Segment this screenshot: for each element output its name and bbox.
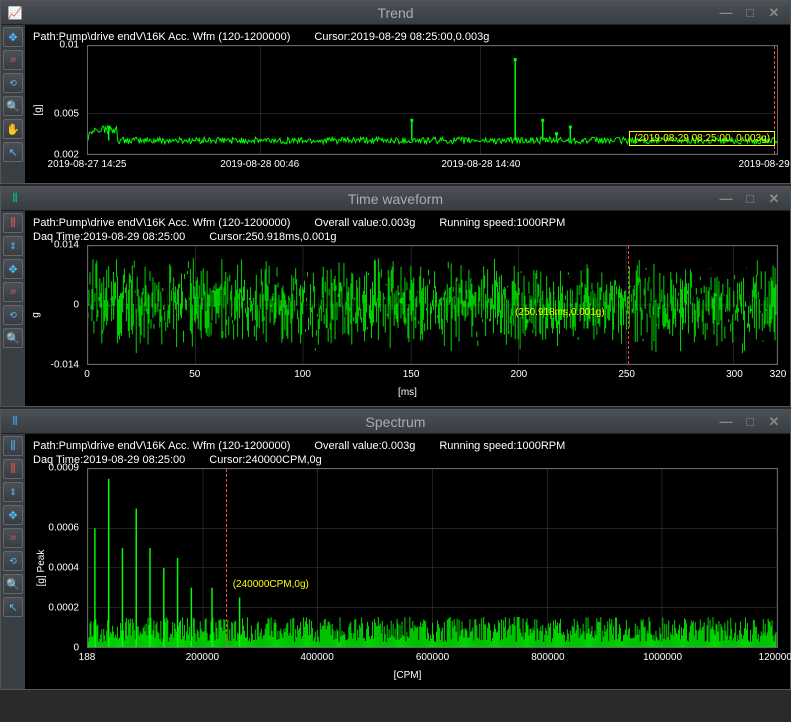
reset-tool[interactable]: ⟲ bbox=[3, 305, 23, 325]
spectrum-titlebar[interactable]: ⫴ Spectrum — □ ✕ bbox=[1, 410, 790, 434]
waveform-icon: ⫴ bbox=[5, 189, 25, 209]
waveform-path-text: Path:Pump\drive endV\16K Acc. Wfm (120-1… bbox=[33, 217, 290, 229]
pan-tool[interactable]: ✥ bbox=[3, 259, 23, 279]
spectrum-plot[interactable]: [g] Peak 0.00090.00060.00040.00020 (2400… bbox=[33, 468, 782, 668]
close-button[interactable]: ✕ bbox=[766, 414, 782, 430]
trend-plot-inner[interactable]: (2019-08-29 08:25:00, 0.003g) bbox=[87, 45, 778, 155]
trend-yticks: 0.010.0050.002 bbox=[33, 45, 83, 155]
zoom-tool[interactable]: 🔍 bbox=[3, 96, 23, 116]
spectrum-icon: ⫴ bbox=[5, 412, 25, 432]
trend-plot[interactable]: [g] 0.010.0050.002 (2019-08-29 08:25:00,… bbox=[33, 45, 782, 175]
waveform-speed-text: Running speed:1000RPM bbox=[439, 217, 565, 229]
trend-chart-area[interactable]: Path:Pump\drive endV\16K Acc. Wfm (120-1… bbox=[25, 25, 790, 183]
waveform-panel: ⫴ Time waveform — □ ✕ ⫼ ⇕ ✥ ᵡʸ ⟲ 🔍 Path:… bbox=[0, 186, 791, 407]
minimize-button[interactable]: — bbox=[718, 414, 734, 430]
maximize-button[interactable]: □ bbox=[742, 191, 758, 207]
spectrum-plot-inner[interactable]: (240000CPM,0g) bbox=[87, 468, 778, 648]
trend-cursor-text: Cursor:2019-08-29 08:25:00,0.003g bbox=[314, 31, 489, 43]
waveform-chart-area[interactable]: Path:Pump\drive endV\16K Acc. Wfm (120-1… bbox=[25, 211, 790, 406]
maximize-button[interactable]: □ bbox=[742, 5, 758, 21]
bars2-tool[interactable]: ⫼ bbox=[3, 459, 23, 479]
spectrum-title: Spectrum bbox=[1, 414, 790, 430]
trend-cursor-label: (2019-08-29 08:25:00, 0.003g) bbox=[629, 131, 775, 146]
spectrum-toolbar: ⫼ ⫼ ⇕ ✥ ᵡʸ ⟲ 🔍 ↖ bbox=[1, 434, 25, 689]
waveform-cursor-line bbox=[628, 246, 629, 364]
waveform-title: Time waveform bbox=[1, 191, 790, 207]
spectrum-xticks: 1882000004000006000008000001000000120000… bbox=[87, 650, 778, 668]
reset-tool[interactable]: ⟲ bbox=[3, 73, 23, 93]
trend-titlebar[interactable]: 📈 Trend — □ ✕ bbox=[1, 1, 790, 25]
spectrum-speed-text: Running speed:1000RPM bbox=[439, 440, 565, 452]
trend-toolbar: ✥ ᵡʸ ⟲ 🔍 ✋ ↖ bbox=[1, 25, 25, 183]
minimize-button[interactable]: — bbox=[718, 5, 734, 21]
spectrum-cursor-label: (240000CPM,0g) bbox=[233, 579, 309, 590]
waveform-plot-inner[interactable]: (250.918ms,0.001g) bbox=[87, 245, 778, 365]
xy-tool[interactable]: ᵡʸ bbox=[3, 528, 23, 548]
zoom-tool[interactable]: 🔍 bbox=[3, 328, 23, 348]
waveform-yticks: 0.0140-0.014 bbox=[33, 245, 83, 365]
spectrum-cursor-line bbox=[226, 469, 227, 647]
yscale-tool[interactable]: ⇕ bbox=[3, 482, 23, 502]
spectrum-yticks: 0.00090.00060.00040.00020 bbox=[33, 468, 83, 648]
trend-panel: 📈 Trend — □ ✕ ✥ ᵡʸ ⟲ 🔍 ✋ ↖ Path:Pump\dri… bbox=[0, 0, 791, 184]
spectrum-xlabel: [CPM] bbox=[33, 670, 782, 681]
spectrum-panel: ⫴ Spectrum — □ ✕ ⫼ ⫼ ⇕ ✥ ᵡʸ ⟲ 🔍 ↖ Path:P… bbox=[0, 409, 791, 690]
trend-title: Trend bbox=[1, 5, 790, 21]
spectrum-path-text: Path:Pump\drive endV\16K Acc. Wfm (120-1… bbox=[33, 440, 290, 452]
xy-tool[interactable]: ᵡʸ bbox=[3, 282, 23, 302]
yscale-tool[interactable]: ⇕ bbox=[3, 236, 23, 256]
bars-tool[interactable]: ⫼ bbox=[3, 436, 23, 456]
maximize-button[interactable]: □ bbox=[742, 414, 758, 430]
waveform-xlabel: [ms] bbox=[33, 387, 782, 398]
minimize-button[interactable]: — bbox=[718, 191, 734, 207]
pan-tool[interactable]: ✥ bbox=[3, 505, 23, 525]
bars-tool[interactable]: ⫼ bbox=[3, 213, 23, 233]
waveform-overall-text: Overall value:0.003g bbox=[314, 217, 415, 229]
waveform-cursor-text: Cursor:250.918ms,0.001g bbox=[209, 231, 336, 243]
cursor-tool[interactable]: ↖ bbox=[3, 597, 23, 617]
close-button[interactable]: ✕ bbox=[766, 5, 782, 21]
waveform-toolbar: ⫼ ⇕ ✥ ᵡʸ ⟲ 🔍 bbox=[1, 211, 25, 406]
pan-tool[interactable]: ✥ bbox=[3, 27, 23, 47]
spectrum-chart-area[interactable]: Path:Pump\drive endV\16K Acc. Wfm (120-1… bbox=[25, 434, 790, 689]
cursor-tool[interactable]: ↖ bbox=[3, 142, 23, 162]
waveform-plot[interactable]: g 0.0140-0.014 (250.918ms,0.001g) 050100… bbox=[33, 245, 782, 385]
spectrum-overall-text: Overall value:0.003g bbox=[314, 440, 415, 452]
zoom-tool[interactable]: 🔍 bbox=[3, 574, 23, 594]
waveform-xticks: 050100150200250300320 bbox=[87, 367, 778, 385]
reset-tool[interactable]: ⟲ bbox=[3, 551, 23, 571]
xy-tool[interactable]: ᵡʸ bbox=[3, 50, 23, 70]
trend-xticks: 2019-08-27 14:252019-08-28 00:462019-08-… bbox=[87, 157, 778, 175]
waveform-titlebar[interactable]: ⫴ Time waveform — □ ✕ bbox=[1, 187, 790, 211]
spectrum-cursor-text: Cursor:240000CPM,0g bbox=[209, 454, 322, 466]
close-button[interactable]: ✕ bbox=[766, 191, 782, 207]
hand-tool[interactable]: ✋ bbox=[3, 119, 23, 139]
trend-icon: 📈 bbox=[5, 3, 25, 23]
waveform-cursor-label: (250.918ms,0.001g) bbox=[515, 307, 605, 318]
